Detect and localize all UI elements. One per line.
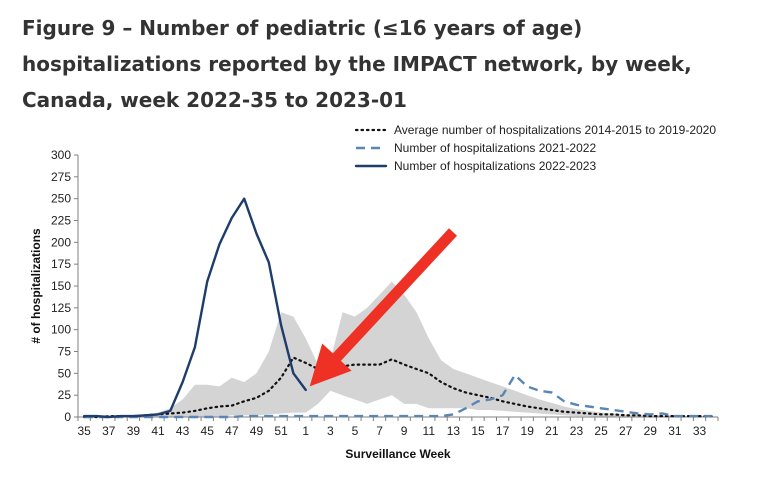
y-tick-label: 50 <box>58 366 72 380</box>
annotation-layer <box>309 228 457 387</box>
x-tick-label: 39 <box>127 424 141 438</box>
x-tick-label: 33 <box>693 424 707 438</box>
red-arrow-annotation <box>309 228 457 387</box>
y-axis-label: # of hospitalizations <box>29 228 43 344</box>
y-tick-label: 300 <box>51 148 71 162</box>
x-tick-label: 37 <box>102 424 116 438</box>
legend: Average number of hospitalizations 2014-… <box>354 123 716 173</box>
x-tick-label: 23 <box>570 424 584 438</box>
y-tick-label: 175 <box>51 257 71 271</box>
y-tick-label: 100 <box>51 323 71 337</box>
y-tick-label: 275 <box>51 170 71 184</box>
legend-label: Number of hospitalizations 2022-2023 <box>394 159 596 173</box>
x-tick-label: 5 <box>352 424 359 438</box>
x-tick-label: 27 <box>619 424 633 438</box>
y-tick-label: 250 <box>51 192 71 206</box>
x-tick-label: 45 <box>201 424 215 438</box>
legend-label: Number of hospitalizations 2021-2022 <box>394 141 596 155</box>
series-line-dotted <box>83 356 713 419</box>
y-tick-label: 225 <box>51 214 71 228</box>
x-tick-label: 29 <box>644 424 658 438</box>
historical-range-layer <box>84 281 712 417</box>
x-tick-label: 41 <box>151 424 165 438</box>
x-tick-label: 1 <box>302 424 309 438</box>
series-layer <box>82 197 713 419</box>
x-tick-label: 51 <box>274 424 288 438</box>
y-tick-label: 150 <box>51 279 71 293</box>
x-tick-label: 47 <box>225 424 239 438</box>
historical-range-band <box>84 281 712 417</box>
x-tick-label: 43 <box>176 424 190 438</box>
y-tick-label: 25 <box>58 388 72 402</box>
page-title: Figure 9 – Number of pediatric (≤16 year… <box>22 16 692 112</box>
x-tick-label: 17 <box>496 424 510 438</box>
y-tick-label: 75 <box>58 345 72 359</box>
x-tick-label: 13 <box>447 424 461 438</box>
x-tick-label: 7 <box>376 424 383 438</box>
x-tick-label: 11 <box>423 424 436 438</box>
x-tick-label: 9 <box>401 424 408 438</box>
legend-label: Average number of hospitalizations 2014-… <box>394 123 716 137</box>
y-tick-label: 125 <box>51 301 71 315</box>
series-line-solid <box>82 197 307 419</box>
x-tick-label: 19 <box>521 424 535 438</box>
x-tick-label: 31 <box>668 424 682 438</box>
x-tick-label: 15 <box>471 424 485 438</box>
x-tick-label: 25 <box>594 424 608 438</box>
x-tick-label: 21 <box>545 424 559 438</box>
y-tick-label: 0 <box>64 410 71 424</box>
x-tick-label: 3 <box>327 424 334 438</box>
x-tick-label: 49 <box>250 424 264 438</box>
y-tick-label: 200 <box>51 235 71 249</box>
x-axis-label: Surveillance Week <box>345 447 450 461</box>
series-line-dashed <box>84 373 712 419</box>
x-tick-label: 35 <box>77 424 91 438</box>
